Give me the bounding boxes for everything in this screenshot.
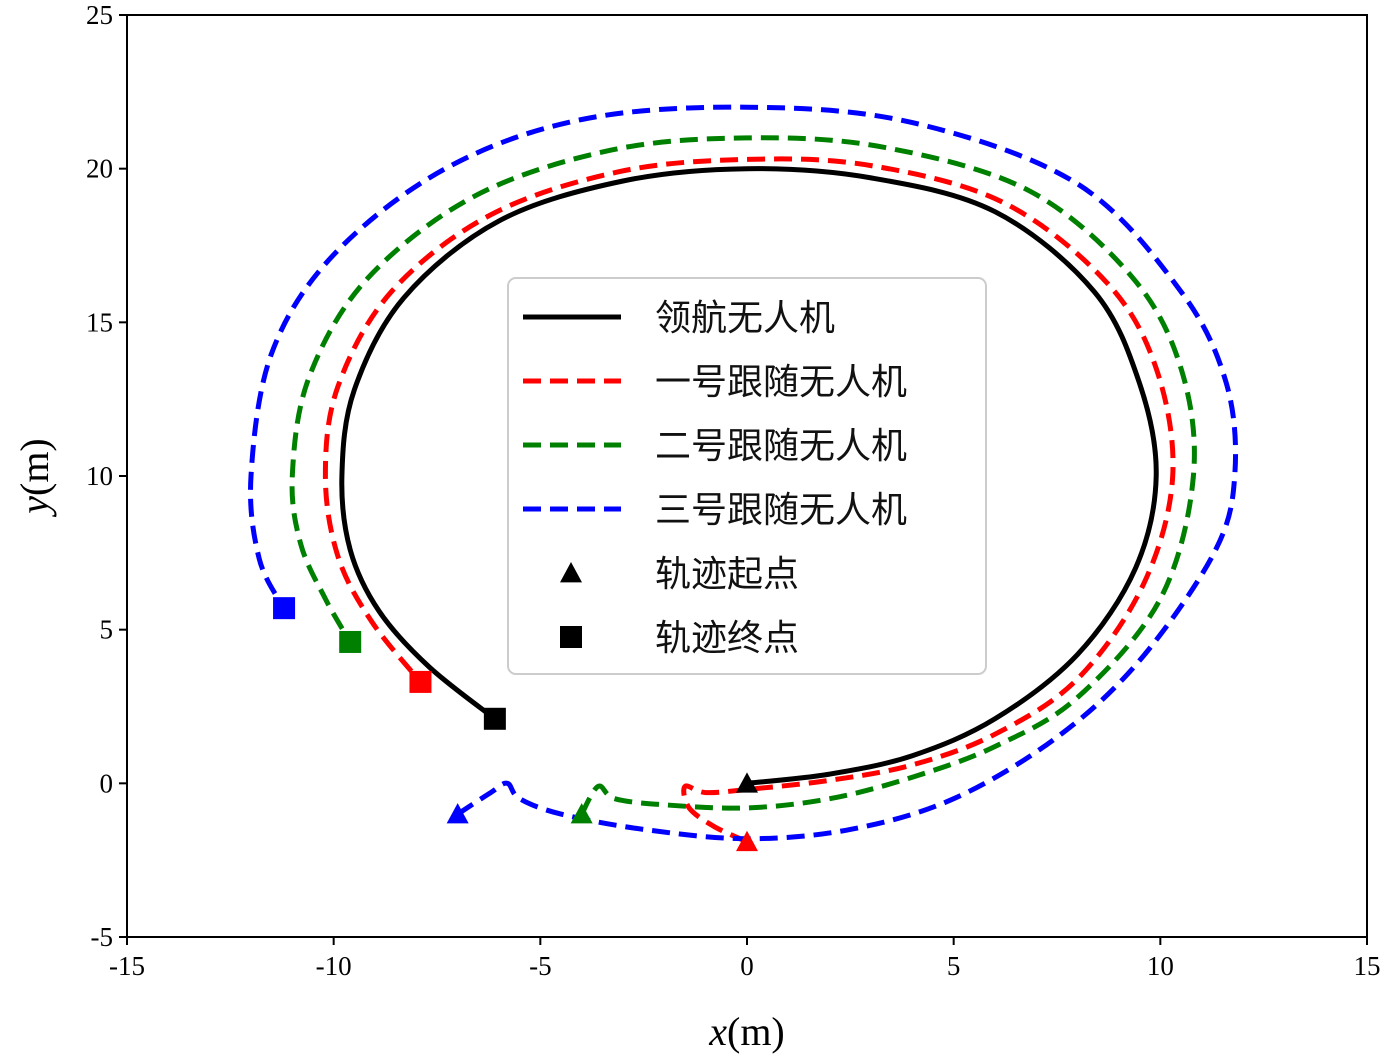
end-marker-1 xyxy=(483,707,506,730)
legend-label-2: 一号跟随无人机 xyxy=(655,362,907,403)
legend-label-4: 三号跟随无人机 xyxy=(655,490,907,531)
series-layer xyxy=(248,104,1239,844)
end-marker-2 xyxy=(409,670,432,693)
y-tick-label: 0 xyxy=(100,768,114,798)
legend-label-3: 二号跟随无人机 xyxy=(655,426,907,467)
y-tick-label: 10 xyxy=(86,461,113,491)
series-line-1 xyxy=(339,166,1159,786)
legend-label-1: 领航无人机 xyxy=(655,298,835,339)
x-tick-label: -5 xyxy=(529,951,552,981)
x-tick-label: -10 xyxy=(316,951,352,981)
y-tick-label: -5 xyxy=(91,922,114,952)
series-line-3 xyxy=(289,135,1197,816)
series-line-2 xyxy=(322,156,1176,844)
x-axis: -15 -10 -5 0 5 10 15 xyxy=(109,937,1381,981)
y-tick-label: 5 xyxy=(100,615,114,645)
legend-start-marker xyxy=(560,562,582,583)
start-marker-2 xyxy=(736,830,758,852)
y-axis-unit: (m) xyxy=(12,438,57,496)
x-tick-label: -15 xyxy=(109,951,145,981)
y-tick-label: 25 xyxy=(86,0,113,30)
x-tick-label: 0 xyxy=(740,951,754,981)
x-axis-label: x(m) xyxy=(708,1009,785,1054)
legend-end-marker xyxy=(560,626,582,648)
series-line-4 xyxy=(248,104,1239,842)
y-tick-label: 15 xyxy=(86,307,113,337)
y-tick-label: 20 xyxy=(86,154,113,184)
start-marker-4 xyxy=(446,803,469,824)
x-axis-unit: (m) xyxy=(727,1009,785,1054)
start-marker-3 xyxy=(570,803,593,824)
end-marker-3 xyxy=(339,630,362,653)
marker-layer xyxy=(273,597,758,852)
start-marker-1 xyxy=(736,772,758,793)
y-axis-label: y(m) xyxy=(12,438,57,518)
end-marker-4 xyxy=(273,597,296,620)
legend-marker-label-2: 轨迹终点 xyxy=(655,618,799,659)
y-axis-var: y xyxy=(12,496,57,518)
legend-marker-label-1: 轨迹起点 xyxy=(655,554,799,595)
x-axis-var: x xyxy=(708,1009,727,1054)
legend-box xyxy=(507,277,987,675)
x-tick-label: 15 xyxy=(1354,951,1381,981)
x-tick-label: 5 xyxy=(947,951,961,981)
y-axis: -5 0 5 10 15 20 25 xyxy=(86,0,127,952)
x-tick-label: 10 xyxy=(1147,951,1174,981)
